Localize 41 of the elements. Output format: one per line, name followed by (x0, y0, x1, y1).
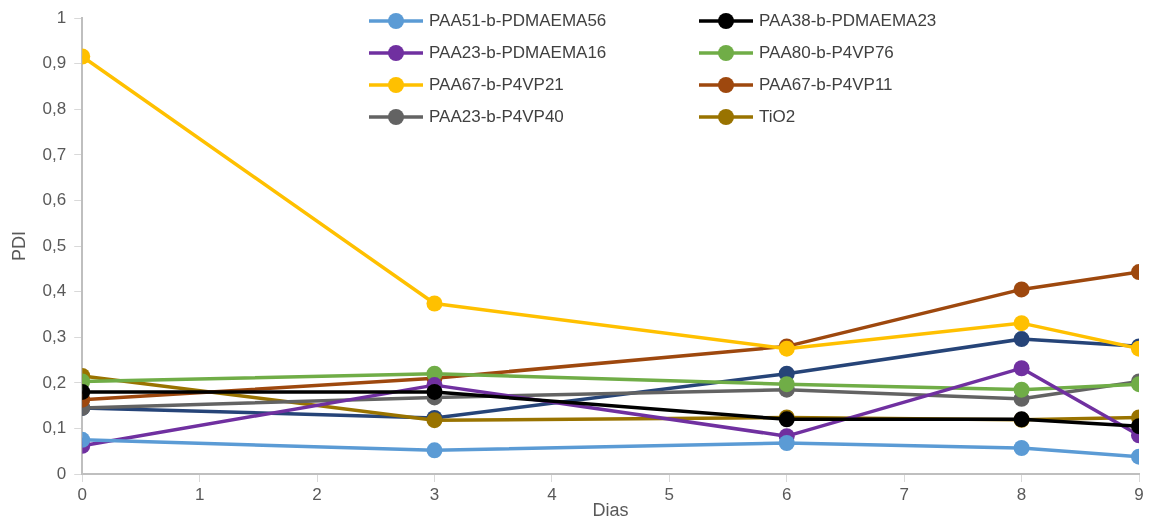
x-tick-label: 7 (899, 484, 909, 504)
legend-label: PAA38-b-PDMAEMA23 (759, 11, 937, 31)
x-tick-label: 0 (77, 484, 87, 504)
x-axis-title: Dias (592, 500, 629, 521)
x-tick-label: 2 (312, 484, 322, 504)
x-tick-label: 5 (664, 484, 675, 504)
y-tick-label: 0,9 (42, 53, 67, 73)
y-tick-label: 0,4 (42, 281, 67, 301)
y-tick-label: 0,8 (42, 99, 67, 119)
point (778, 435, 795, 452)
legend-label: PAA80-b-P4VP76 (759, 43, 894, 63)
legend-label: PAA23-b-P4VP40 (429, 107, 564, 127)
legend-label: PAA67-b-P4VP11 (759, 75, 893, 95)
point (1013, 440, 1030, 457)
legend-label: PAA51-b-PDMAEMA56 (429, 11, 607, 31)
point (1013, 331, 1030, 348)
point (1013, 381, 1030, 398)
x-tick-label: 6 (782, 484, 792, 504)
legend-label: PAA23-b-PDMAEMA16 (429, 43, 607, 63)
y-tick-label: 1 (56, 7, 67, 27)
point (1013, 315, 1030, 332)
point (426, 442, 443, 459)
legend-label: TiO2 (759, 107, 796, 127)
x-tick-label: 8 (1016, 484, 1027, 504)
point (426, 383, 443, 400)
point (426, 295, 443, 312)
y-tick-label: 0,5 (42, 235, 67, 255)
x-tick-label: 3 (429, 484, 440, 504)
y-tick-label: 0,1 (42, 418, 67, 438)
point (778, 376, 795, 393)
point (1013, 360, 1030, 377)
x-tick-label: 4 (547, 484, 557, 504)
y-tick-label: 0,3 (42, 326, 67, 346)
y-tick-label: 0,6 (42, 190, 67, 210)
y-tick-label: 0,7 (42, 144, 67, 164)
y-axis-title: PDI (8, 231, 29, 262)
y-tick-label: 0,2 (42, 372, 67, 392)
x-tick-label: 9 (1134, 484, 1144, 504)
legend-label: PAA67-b-P4VP21 (429, 75, 564, 95)
y-tick-label: 0 (56, 463, 67, 483)
x-tick-label: 1 (194, 484, 205, 504)
